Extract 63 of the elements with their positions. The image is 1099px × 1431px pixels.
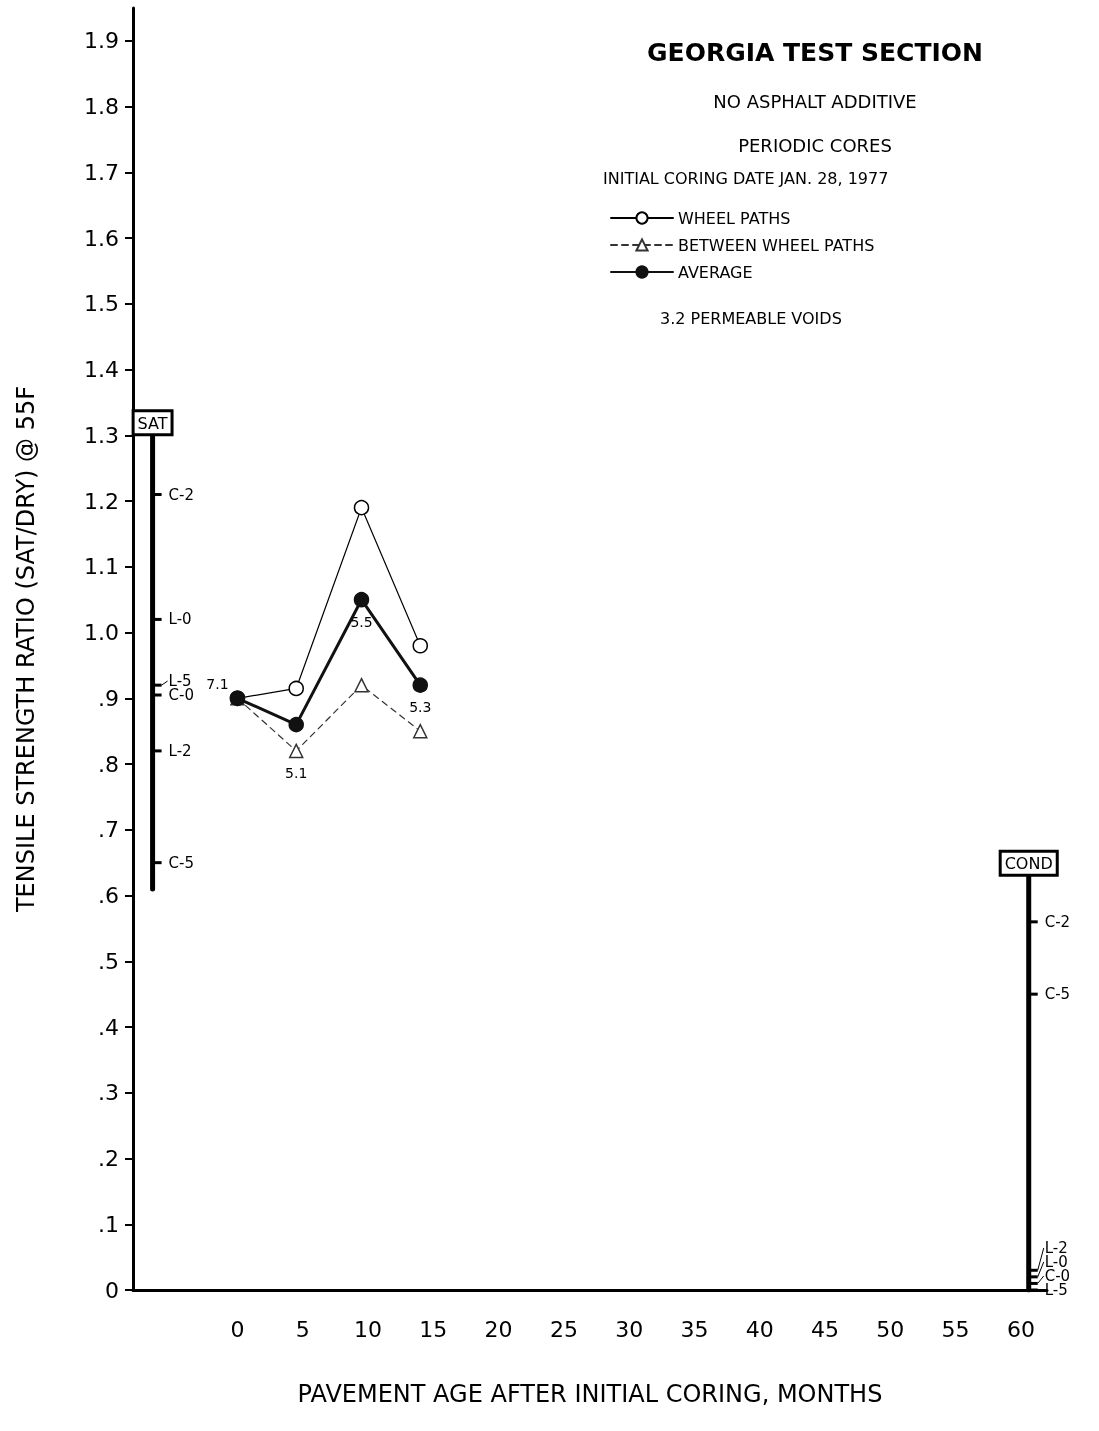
annotation: L-0 <box>168 610 192 629</box>
annotation: C-2 <box>168 485 195 504</box>
x-tick-label: 5 <box>295 1316 310 1342</box>
x-tick-label: 40 <box>745 1316 774 1342</box>
x-tick-label: 45 <box>811 1316 840 1342</box>
point <box>353 499 370 516</box>
point <box>288 743 304 759</box>
legend-label: BETWEEN WHEEL PATHS <box>678 235 875 255</box>
y-tick-label: 1.3 <box>84 422 119 448</box>
annotation: 7.1 <box>206 676 229 693</box>
y-tick-label: 1.9 <box>84 28 119 54</box>
x-tick-label: 55 <box>941 1316 970 1342</box>
y-tick-label: .4 <box>98 1014 119 1040</box>
point <box>288 680 304 697</box>
legend-label: WHEEL PATHS <box>678 208 791 228</box>
y-tick-label: 1.1 <box>84 554 119 580</box>
y-tick-label: 1.6 <box>84 225 119 251</box>
y-tick-label: .6 <box>98 883 119 909</box>
annotation: 3.2 PERMEABLE VOIDS <box>660 308 842 328</box>
y-tick-label: 0 <box>105 1277 119 1303</box>
y-tick-label: .3 <box>98 1080 119 1106</box>
x-axis-title: PAVEMENT AGE AFTER INITIAL CORING, MONTHS <box>297 1380 883 1408</box>
point <box>412 677 429 693</box>
x-tick-label: 15 <box>419 1316 448 1342</box>
x-tick-label: 25 <box>549 1316 578 1342</box>
annotation: INITIAL CORING DATE JAN. 28, 1977 <box>603 168 889 188</box>
y-tick-label: 1.7 <box>84 159 119 185</box>
y-tick-label: 1.0 <box>84 620 119 646</box>
annotation: L-2 <box>168 741 192 760</box>
y-tick-label: 1.5 <box>84 291 119 317</box>
point <box>354 677 369 693</box>
annotation: 5.1 <box>285 764 308 781</box>
y-tick-label: 1.2 <box>84 488 119 514</box>
x-tick-label: 20 <box>484 1316 513 1342</box>
point <box>413 723 428 739</box>
x-tick-label: 0 <box>230 1316 245 1342</box>
y-tick-label: .5 <box>98 948 119 974</box>
y-tick-label: .7 <box>98 817 119 843</box>
y-tick-label: .8 <box>98 751 119 777</box>
y-tick-label: .1 <box>98 1211 119 1237</box>
annotation: C-5 <box>1044 985 1071 1004</box>
annotation: 5.3 <box>409 699 432 716</box>
y-tick-label: 1.8 <box>84 94 119 120</box>
x-tick-label: 60 <box>1006 1316 1035 1342</box>
annotation: C-2 <box>1044 912 1071 931</box>
y-axis-title: TENSILE STRENGTH RATIO (SAT/DRY) @ 55F <box>12 385 40 914</box>
series-label: SAT <box>137 413 168 433</box>
y-tick-label: .9 <box>98 685 119 711</box>
annotation: 5.5 <box>350 613 373 630</box>
text: GEORGIA TEST SECTION <box>647 38 983 67</box>
x-tick-label: 30 <box>615 1316 644 1342</box>
x-tick-label: 50 <box>876 1316 905 1342</box>
text: NO ASPHALT ADDITIVE PERIODIC CORES <box>713 90 917 156</box>
annotation: C-5 <box>168 853 195 872</box>
point <box>353 591 370 608</box>
x-tick-label: 10 <box>354 1316 383 1342</box>
point <box>288 716 304 733</box>
legend-label: AVERAGE <box>678 262 753 282</box>
series-label: COND <box>1004 854 1053 874</box>
point <box>412 637 429 654</box>
y-tick-label: .2 <box>98 1146 119 1172</box>
y-tick-label: 1.4 <box>84 357 119 383</box>
x-tick-label: 35 <box>680 1316 709 1342</box>
